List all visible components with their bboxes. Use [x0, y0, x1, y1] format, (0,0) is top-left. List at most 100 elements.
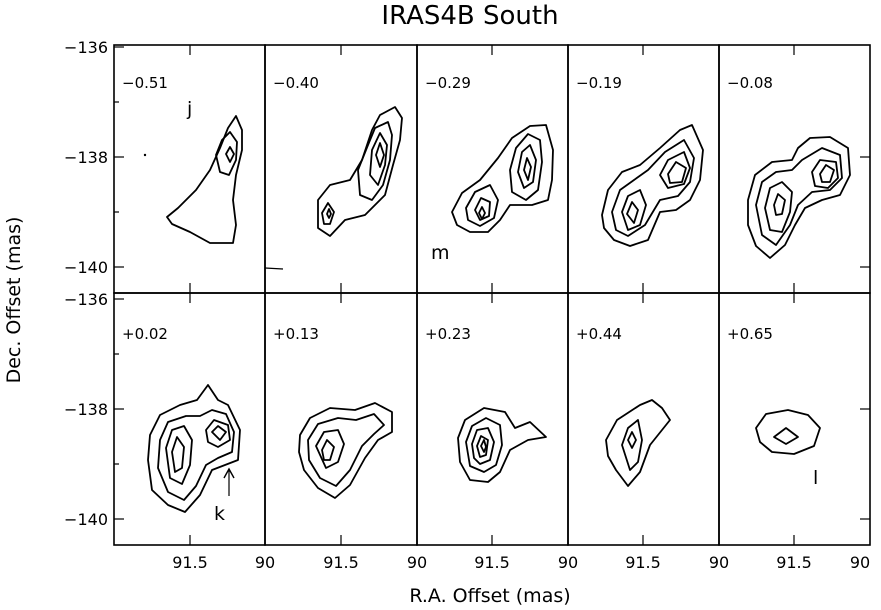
stray-point	[143, 153, 147, 157]
annotations: j m k l	[186, 98, 818, 525]
x-axis-title: R.A. Offset (mas)	[409, 585, 570, 607]
contour	[205, 419, 231, 448]
panel-1-contours	[143, 115, 243, 244]
y-tick-label: −138	[64, 148, 108, 167]
contour	[764, 181, 793, 233]
y-tick-label: −140	[64, 258, 108, 277]
x-tick-label: 90	[558, 553, 578, 572]
panel-9-contours	[605, 399, 671, 487]
contour	[474, 197, 491, 221]
panel-4-contours	[601, 124, 704, 247]
y-tick-label: −138	[64, 400, 108, 419]
contour	[326, 208, 332, 219]
y-tick-label: −136	[64, 38, 108, 57]
velocity-label: −0.29	[425, 74, 471, 92]
tick-marks	[114, 45, 870, 545]
contour	[321, 439, 335, 461]
panel-10-contours	[755, 409, 821, 455]
contour	[171, 436, 185, 473]
velocity-label: −0.08	[727, 74, 773, 92]
y-tick-label: −136	[64, 290, 108, 309]
x-tick-label: 91.5	[323, 553, 359, 572]
contour	[509, 133, 543, 201]
x-tick-label: 90	[255, 553, 275, 572]
y-tick-label: −140	[64, 510, 108, 529]
contour	[307, 413, 385, 487]
annotation-j: j	[186, 98, 192, 120]
stray-line	[264, 267, 284, 270]
contour	[298, 402, 393, 499]
x-tick-label: 90	[709, 553, 729, 572]
contour	[369, 132, 388, 186]
contour	[357, 121, 393, 201]
contour	[611, 139, 695, 237]
x-tick-labels: 91.5 90 91.5 90 91.5 90 91.5 90 91.5 90	[172, 553, 870, 572]
contour	[773, 427, 799, 445]
contour	[375, 142, 385, 168]
contour	[317, 106, 403, 237]
velocity-labels: −0.51 −0.40 −0.29 −0.19 −0.08 +0.02 +0.1…	[122, 74, 773, 343]
annotation-l: l	[813, 467, 818, 489]
contour	[755, 147, 843, 246]
contour	[659, 151, 691, 189]
contour	[627, 431, 637, 449]
x-tick-label: 91.5	[172, 553, 208, 572]
velocity-label: +0.13	[273, 325, 319, 343]
contour	[755, 409, 821, 455]
contour	[621, 189, 647, 231]
velocity-label: −0.40	[273, 74, 319, 92]
panel-3-contours	[451, 124, 554, 233]
contour	[166, 115, 243, 244]
figure-title: IRAS4B South	[381, 1, 558, 31]
contour	[517, 144, 537, 189]
y-axis-title: Dec. Offset (mas)	[3, 217, 25, 384]
x-tick-label: 91.5	[474, 553, 510, 572]
panel-2-contours	[264, 106, 403, 270]
y-tick-labels: −136 −138 −140 −136 −138 −140	[64, 38, 108, 529]
contour	[523, 157, 532, 181]
velocity-label: −0.19	[576, 74, 622, 92]
contour	[667, 161, 687, 184]
velocity-label: +0.44	[576, 325, 622, 343]
x-tick-label: 91.5	[625, 553, 661, 572]
x-tick-label: 91.5	[776, 553, 812, 572]
velocity-label: −0.51	[122, 74, 168, 92]
panel-6-contours	[147, 384, 241, 513]
panel-5-contours	[747, 136, 851, 259]
contours	[143, 106, 851, 513]
contour	[811, 159, 839, 189]
contour	[457, 407, 547, 483]
contour	[225, 146, 235, 163]
contour	[476, 435, 489, 458]
panel-8-contours	[457, 407, 547, 483]
annotation-k: k	[214, 503, 225, 525]
contour	[621, 419, 643, 471]
contour	[315, 429, 345, 469]
contour	[601, 124, 704, 247]
contour	[215, 131, 238, 176]
contour	[157, 409, 235, 501]
contour	[451, 124, 554, 233]
contour	[465, 417, 503, 473]
velocity-label: +0.23	[425, 325, 471, 343]
contour	[605, 399, 671, 487]
contour	[321, 202, 335, 225]
velocity-label: +0.02	[122, 325, 168, 343]
panel-7-contours	[298, 402, 393, 499]
contour	[480, 439, 487, 453]
contour	[465, 184, 499, 227]
x-tick-label: 90	[407, 553, 427, 572]
contour	[626, 201, 639, 224]
arrow-icon	[223, 467, 235, 479]
x-tick-label: 90	[850, 553, 870, 572]
velocity-label: +0.65	[727, 325, 773, 343]
contour	[747, 136, 851, 259]
contour	[471, 427, 495, 465]
contour	[819, 164, 835, 183]
annotation-m: m	[431, 242, 450, 264]
contour	[211, 425, 227, 441]
contour	[478, 206, 486, 220]
contour	[147, 384, 241, 513]
contour	[165, 425, 193, 485]
